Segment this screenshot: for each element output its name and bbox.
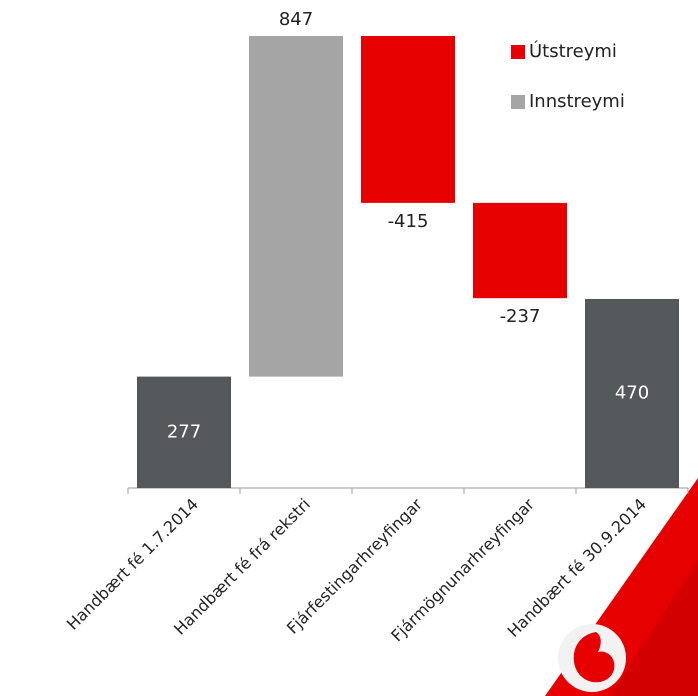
data-label: -415 [388, 211, 429, 232]
legend-label: Innstreymi [529, 91, 625, 112]
bar [137, 376, 231, 488]
bar [473, 202, 567, 299]
logo-mark [573, 632, 615, 683]
bar [585, 298, 679, 488]
bar [361, 36, 455, 203]
legend-label: Útstreymi [529, 40, 617, 62]
legend-swatch [511, 95, 525, 109]
data-label: -237 [500, 306, 541, 327]
data-label: 277 [167, 421, 201, 442]
legend-swatch [511, 45, 525, 59]
data-label: 847 [279, 9, 313, 30]
corner-shade [610, 560, 698, 696]
data-label: 470 [615, 382, 649, 403]
bar [249, 36, 343, 377]
